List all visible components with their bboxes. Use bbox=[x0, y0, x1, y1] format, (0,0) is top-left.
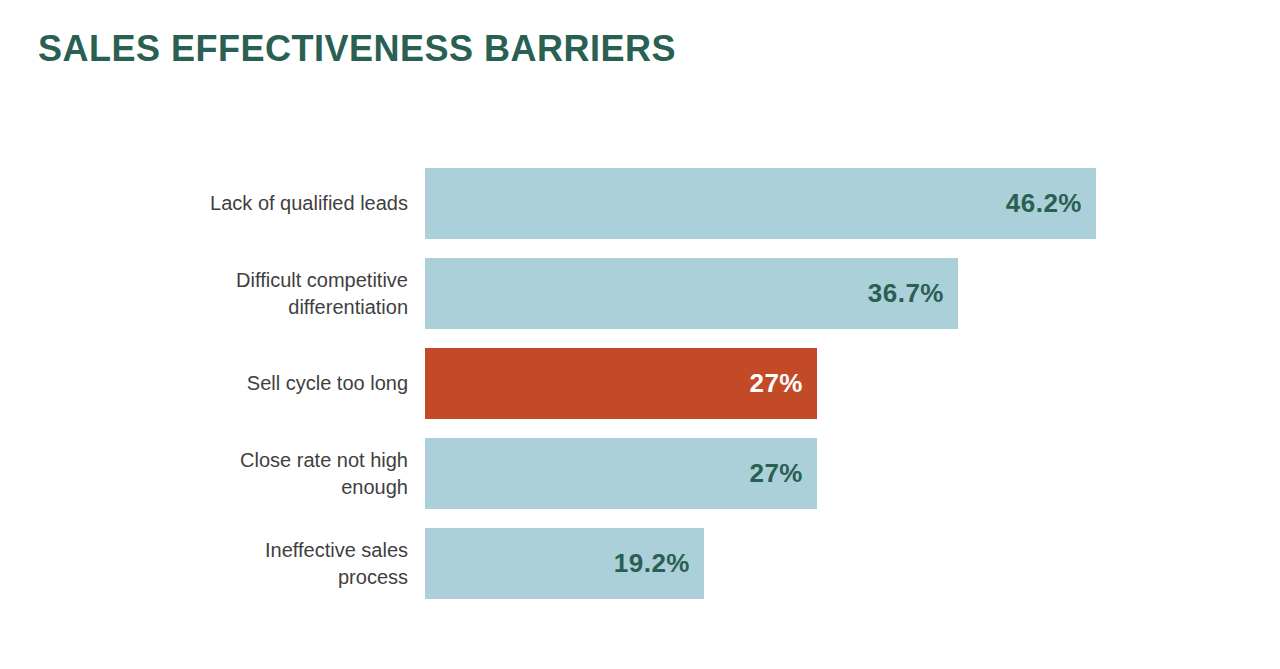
bar-category-label: Sell cycle too long bbox=[0, 370, 408, 397]
bar: 46.2% bbox=[425, 168, 1096, 239]
chart-row: Difficult competitivedifferentiation 36.7… bbox=[0, 258, 1280, 329]
bar-chart: Lack of qualified leads 46.2% Difficult co… bbox=[0, 168, 1280, 599]
chart-row: Close rate not highenough 27% bbox=[0, 438, 1280, 509]
bar-category-label-line: Lack of qualified leads bbox=[0, 190, 408, 217]
chart-row: Ineffective salesprocess 19.2% bbox=[0, 528, 1280, 599]
page-root: SALES EFFECTIVENESS BARRIERS Lack of qua… bbox=[0, 0, 1280, 669]
bar-category-label-line: enough bbox=[0, 474, 408, 501]
bar-category-label-line: Difficult competitive bbox=[0, 267, 408, 294]
chart-row: Sell cycle too long 27% bbox=[0, 348, 1280, 419]
bar-category-label-line: Sell cycle too long bbox=[0, 370, 408, 397]
bar-category-label-line: differentiation bbox=[0, 294, 408, 321]
bar-highlighted: 27% bbox=[425, 348, 817, 419]
bar-category-label: Ineffective salesprocess bbox=[0, 537, 408, 591]
bar-value-label: 36.7% bbox=[868, 278, 944, 309]
bar: 27% bbox=[425, 438, 817, 509]
bar-category-label: Lack of qualified leads bbox=[0, 190, 408, 217]
bar-value-label: 46.2% bbox=[1006, 188, 1082, 219]
bar: 36.7% bbox=[425, 258, 958, 329]
bar-category-label-line: Close rate not high bbox=[0, 447, 408, 474]
bar-value-label: 27% bbox=[749, 458, 803, 489]
chart-title: SALES EFFECTIVENESS BARRIERS bbox=[38, 28, 676, 70]
bar-value-label: 19.2% bbox=[614, 548, 690, 579]
bar-category-label-line: process bbox=[0, 564, 408, 591]
chart-row: Lack of qualified leads 46.2% bbox=[0, 168, 1280, 239]
bar-value-label: 27% bbox=[749, 368, 803, 399]
bar-category-label: Close rate not highenough bbox=[0, 447, 408, 501]
bar: 19.2% bbox=[425, 528, 704, 599]
bar-category-label-line: Ineffective sales bbox=[0, 537, 408, 564]
bar-category-label: Difficult competitivedifferentiation bbox=[0, 267, 408, 321]
